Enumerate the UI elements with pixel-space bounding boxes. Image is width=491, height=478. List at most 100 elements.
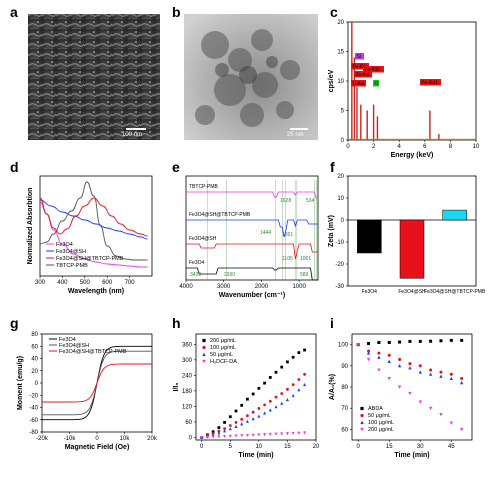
legend-label: ABDA (368, 406, 383, 412)
data-point (377, 351, 381, 355)
y-tick-label: 10 (337, 79, 344, 85)
data-point (240, 403, 244, 407)
series-line (39, 199, 148, 240)
x-tick-label: 3000 (217, 284, 231, 290)
element-tag (355, 53, 364, 60)
data-point (408, 366, 412, 370)
x-tick-label: 6 (423, 144, 427, 150)
data-point (202, 359, 206, 364)
data-point (240, 434, 244, 438)
eds-chart: 0 2 4 6 8 10 0 5 10 15 20 Si Fe-Ka Zn-Ka C-Ka O Fe-Ka1 Fe… (328, 20, 480, 159)
panel-label-b: b (172, 4, 181, 20)
trace-label: Fe3O4@SH@TBTCP-PMB (189, 212, 251, 218)
x-tick-label: 20 (313, 444, 320, 450)
data-point (387, 340, 391, 344)
legend-label: 50 μg/mL (210, 352, 233, 358)
data-point (246, 397, 249, 401)
band-annotation: 589 (300, 272, 309, 278)
y-tick-label: 120 (182, 404, 193, 410)
data-point (377, 340, 381, 344)
panel-label-h: h (172, 315, 181, 331)
y-tick-label: -30 (335, 284, 344, 290)
element-tag-label: Si (357, 54, 361, 60)
data-point (460, 338, 464, 342)
data-point (285, 397, 289, 402)
data-point (245, 419, 249, 423)
data-point (460, 377, 464, 381)
x-tick-label: 0 (346, 144, 350, 150)
element-tag-label: C-Ka (353, 81, 365, 87)
data-point (387, 353, 391, 357)
plot-frame (347, 175, 477, 287)
x-tick-label: 10k (120, 436, 131, 442)
x-tick-label: 400 (57, 280, 68, 286)
y-axis-label: Normalized Absorbtion (27, 188, 34, 265)
trace-label: Fe3O4@SH (189, 236, 217, 242)
data-point (439, 339, 443, 343)
y-tick-label: -10 (335, 240, 344, 246)
data-point (303, 348, 306, 352)
data-point (200, 436, 204, 440)
data-point (439, 413, 443, 417)
data-point (303, 382, 307, 387)
data-point (285, 432, 289, 436)
band-annotation: 1105 (282, 256, 293, 262)
x-tick-label: 10 (473, 144, 480, 150)
data-point (360, 413, 364, 418)
data-point (234, 421, 238, 424)
x-tick-label: 0 (200, 444, 204, 450)
element-tag (363, 66, 384, 73)
zeta-chart: 20 10 0 -10 -20 -30 Fe3O4 Fe3O4@SHFe3O4@SH@TBTC… (328, 174, 486, 295)
series-line (39, 197, 148, 237)
legend-label: Fe3O4@SH (56, 249, 86, 255)
data-point (367, 342, 371, 346)
data-point (274, 370, 278, 374)
data-point (366, 351, 371, 355)
data-point (460, 427, 464, 432)
data-point (286, 360, 289, 364)
y-tick-label: 100 (338, 343, 349, 349)
data-point (297, 378, 301, 381)
data-point (286, 387, 289, 391)
legend-label: Fe3O4 (56, 242, 73, 248)
element-tag (420, 79, 441, 86)
y-tick-label: 0 (341, 218, 345, 224)
data-point (274, 432, 278, 436)
data-point (366, 357, 371, 362)
y-tick-label: 360 (182, 342, 193, 348)
legend-label: 200 μg/mL (210, 338, 236, 344)
band-annotation: 1628 (280, 198, 291, 204)
legend-label: 50 μg/mL (368, 413, 391, 419)
y-axis-label: cps/eV (328, 69, 335, 92)
data-point (263, 433, 267, 437)
panel-label-i: i (330, 315, 334, 331)
y-tick-label: 0 (189, 435, 193, 441)
data-point (217, 426, 221, 429)
data-point (217, 429, 221, 433)
data-point (360, 406, 364, 411)
element-tag-label: Fe-Ka (353, 64, 367, 70)
data-point (274, 395, 278, 399)
panel-label-e: e (172, 159, 180, 175)
y-tick-label: 15 (337, 50, 344, 56)
data-point (418, 370, 422, 374)
y-axis-label: Zeta (mV) (328, 215, 335, 247)
data-point (303, 431, 307, 435)
data-point (460, 380, 464, 385)
element-tag (354, 71, 372, 78)
y-tick-label: 60 (341, 427, 348, 433)
data-point (291, 431, 295, 435)
data-point (234, 434, 238, 438)
data-point (408, 339, 412, 343)
x-tick-label: -20k (36, 436, 49, 442)
data-point (377, 368, 381, 372)
data-point (449, 376, 453, 381)
data-point (428, 372, 433, 376)
data-point (211, 433, 215, 437)
ftir-trace (186, 243, 318, 260)
element-tag-label: Fe-KBI (365, 67, 381, 73)
x-tick-label: 45 (448, 444, 455, 450)
x-tick-label: 15 (284, 444, 291, 450)
data-point (268, 432, 272, 436)
legend-label: H₂DCF-DA (210, 359, 237, 365)
